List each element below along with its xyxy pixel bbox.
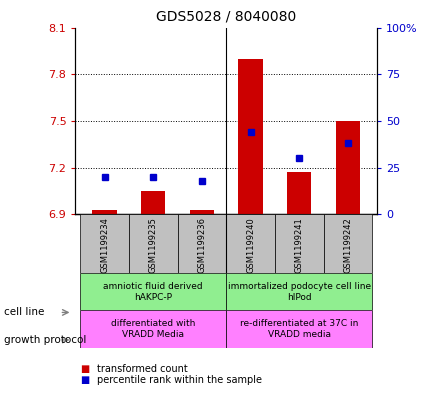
Title: GDS5028 / 8040080: GDS5028 / 8040080 — [156, 9, 296, 24]
Bar — [238, 59, 262, 214]
Bar — [335, 121, 359, 214]
Text: growth protocol: growth protocol — [4, 335, 86, 345]
Text: GSM1199240: GSM1199240 — [246, 217, 255, 273]
Text: cell line: cell line — [4, 307, 45, 318]
Bar — [129, 214, 177, 273]
Text: GSM1199242: GSM1199242 — [343, 217, 352, 273]
Text: amniotic fluid derived
hAKPC-P: amniotic fluid derived hAKPC-P — [103, 282, 203, 301]
Bar — [226, 273, 372, 310]
Bar — [80, 273, 226, 310]
Bar — [141, 191, 165, 214]
Bar — [226, 214, 274, 273]
Bar — [274, 214, 323, 273]
Text: differentiated with
VRADD Media: differentiated with VRADD Media — [111, 320, 195, 339]
Text: GSM1199236: GSM1199236 — [197, 217, 206, 273]
Bar — [92, 209, 117, 214]
Bar — [177, 214, 226, 273]
Text: GSM1199234: GSM1199234 — [100, 217, 109, 273]
Text: GSM1199241: GSM1199241 — [294, 217, 303, 273]
Bar — [80, 214, 129, 273]
Text: transformed count: transformed count — [97, 364, 187, 374]
Text: re-differentiated at 37C in
VRADD media: re-differentiated at 37C in VRADD media — [240, 320, 358, 339]
Bar — [189, 209, 214, 214]
Bar — [323, 214, 372, 273]
Bar — [226, 310, 372, 348]
Text: immortalized podocyte cell line
hIPod: immortalized podocyte cell line hIPod — [227, 282, 370, 301]
Text: ■: ■ — [80, 364, 89, 374]
Text: ■: ■ — [80, 375, 89, 386]
Bar — [80, 310, 226, 348]
Text: GSM1199235: GSM1199235 — [148, 217, 157, 273]
Bar — [286, 172, 311, 214]
Text: percentile rank within the sample: percentile rank within the sample — [97, 375, 261, 386]
